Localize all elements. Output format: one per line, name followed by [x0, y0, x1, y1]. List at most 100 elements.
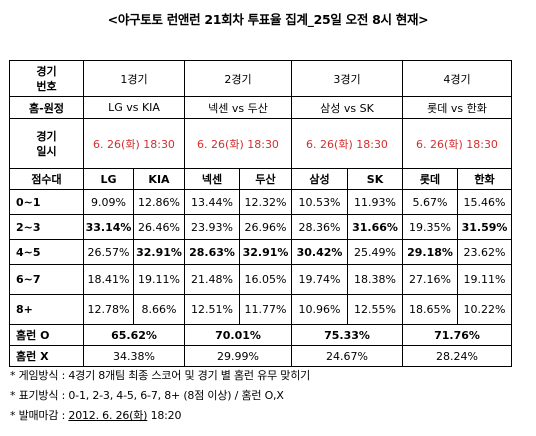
match-row: 홈-원정 LG vs KIA 넥센 vs 두산 삼성 vs SK 롯데 vs 한화	[9, 96, 512, 119]
vote-rate-cell: 26.57%	[83, 239, 134, 265]
match-cell: LG vs KIA	[83, 96, 185, 119]
note-notation: * 표기방식 : 0-1, 2-3, 4-5, 6-7, 8+ (8점 이상) …	[10, 389, 284, 402]
homerun-o-cell: 70.01%	[184, 324, 292, 346]
team-header: SK	[347, 168, 403, 190]
vote-rate-cell: 18.41%	[83, 264, 134, 295]
homerun-x-label: 홈런 X	[9, 345, 84, 367]
note-deadline-time: 18:20	[147, 409, 182, 422]
vote-rate-cell: 18.38%	[347, 264, 403, 295]
vote-rate-cell: 33.14%	[83, 214, 134, 240]
vote-rate-cell: 10.22%	[457, 294, 512, 325]
score-range-label: 6~7	[9, 264, 84, 295]
team-header: LG	[83, 168, 134, 190]
score-range-header: 점수대	[9, 168, 84, 190]
page-title: <야구토토 런앤런 21회차 투표율 집계_25일 오전 8시 현재>	[107, 12, 429, 27]
vote-rate-cell: 29.18%	[402, 239, 458, 265]
homerun-o-label: 홈런 O	[9, 324, 84, 346]
match-cell: 삼성 vs SK	[291, 96, 403, 119]
vote-rate-cell: 28.63%	[184, 239, 240, 265]
game-header: 3경기	[291, 60, 403, 97]
score-header-row: 점수대 LG KIA 넥센 두산 삼성 SK 롯데 한화	[9, 168, 512, 190]
vote-rate-cell: 19.11%	[133, 264, 185, 295]
date-label-text: 경기 일시	[36, 129, 57, 158]
vote-rate-cell: 19.35%	[402, 214, 458, 240]
score-range-label: 0~1	[9, 189, 84, 215]
date-cell: 6. 26(화) 18:30	[402, 118, 512, 169]
vote-rate-table: 경기 번호 1경기 2경기 3경기 4경기 홈-원정 LG vs KIA 넥센 vs 두산 삼성…	[9, 60, 512, 367]
score-range-label: 8+	[9, 294, 84, 325]
score-row: 4~5 26.57% 32.91% 28.63% 32.91% 30.42% 25.49% 2…	[9, 239, 512, 265]
vote-rate-cell: 11.77%	[239, 294, 292, 325]
note-deadline: * 발매마감 : 2012. 6. 26(화) 18:20	[10, 406, 310, 426]
vote-rate-cell: 12.51%	[184, 294, 240, 325]
team-header: 롯데	[402, 168, 458, 190]
notes: * 게임방식 : 4경기 8개팀 최종 스코어 및 경기 별 홈런 유무 맞히기…	[10, 366, 310, 426]
score-row: 8+ 12.78% 8.66% 12.51% 11.77% 10.96% 12.55% 18.…	[9, 294, 512, 325]
homerun-x-cell: 34.38%	[83, 345, 185, 367]
date-row: 경기 일시 6. 26(화) 18:30 6. 26(화) 18:30 6. 26(화…	[9, 118, 512, 169]
score-range-label: 4~5	[9, 239, 84, 265]
vote-rate-cell: 12.55%	[347, 294, 403, 325]
vote-rate-cell: 28.36%	[291, 214, 348, 240]
game-number-header-label: 경기 번호	[36, 64, 57, 93]
note-game-method: * 게임방식 : 4경기 8개팀 최종 스코어 및 경기 별 홈런 유무 맞히기	[10, 369, 311, 382]
score-row: 6~7 18.41% 19.11% 21.48% 16.05% 19.74% 18.38% 2…	[9, 264, 512, 295]
vote-rate-cell: 10.96%	[291, 294, 348, 325]
homerun-o-cell: 71.76%	[402, 324, 512, 346]
homerun-x-cell: 24.67%	[291, 345, 403, 367]
vote-rate-cell: 27.16%	[402, 264, 458, 295]
game-header: 1경기	[83, 60, 185, 97]
game-header: 4경기	[402, 60, 512, 97]
score-range-label: 2~3	[9, 214, 84, 240]
note-deadline-date: 2012. 6. 26(화)	[68, 409, 148, 422]
vote-rate-cell: 18.65%	[402, 294, 458, 325]
team-header: 두산	[239, 168, 292, 190]
vote-rate-cell: 12.86%	[133, 189, 185, 215]
vote-rate-cell: 25.49%	[347, 239, 403, 265]
vote-rate-cell: 30.42%	[291, 239, 348, 265]
match-label: 홈-원정	[9, 96, 84, 119]
vote-rate-cell: 31.66%	[347, 214, 403, 240]
vote-rate-cell: 5.67%	[402, 189, 458, 215]
vote-rate-cell: 31.59%	[457, 214, 512, 240]
vote-rate-cell: 9.09%	[83, 189, 134, 215]
vote-rate-cell: 23.93%	[184, 214, 240, 240]
vote-rate-cell: 19.11%	[457, 264, 512, 295]
vote-rate-cell: 12.32%	[239, 189, 292, 215]
vote-rate-cell: 8.66%	[133, 294, 185, 325]
vote-rate-cell: 32.91%	[133, 239, 185, 265]
score-row: 0~1 9.09% 12.86% 13.44% 12.32% 10.53% 11.93% 5.…	[9, 189, 512, 215]
vote-rate-cell: 23.62%	[457, 239, 512, 265]
date-label: 경기 일시	[9, 118, 84, 169]
match-cell: 롯데 vs 한화	[402, 96, 512, 119]
homerun-o-cell: 75.33%	[291, 324, 403, 346]
team-header: 넥센	[184, 168, 240, 190]
vote-rate-cell: 26.96%	[239, 214, 292, 240]
homerun-o-row: 홈런 O 65.62% 70.01% 75.33% 71.76%	[9, 324, 512, 346]
note-deadline-prefix: * 발매마감 :	[10, 409, 69, 422]
date-cell: 6. 26(화) 18:30	[184, 118, 292, 169]
vote-rate-cell: 15.46%	[457, 189, 512, 215]
vote-rate-cell: 16.05%	[239, 264, 292, 295]
homerun-x-cell: 28.24%	[402, 345, 512, 367]
vote-rate-cell: 11.93%	[347, 189, 403, 215]
game-header: 2경기	[184, 60, 292, 97]
score-row: 2~3 33.14% 26.46% 23.93% 26.96% 28.36% 31.66% 1…	[9, 214, 512, 240]
header-row: 경기 번호 1경기 2경기 3경기 4경기	[9, 60, 512, 97]
game-number-header: 경기 번호	[9, 60, 84, 97]
vote-rate-cell: 21.48%	[184, 264, 240, 295]
vote-rate-cell: 32.91%	[239, 239, 292, 265]
homerun-x-cell: 29.99%	[184, 345, 292, 367]
vote-rate-cell: 10.53%	[291, 189, 348, 215]
homerun-x-row: 홈런 X 34.38% 29.99% 24.67% 28.24%	[9, 345, 512, 367]
team-header: 삼성	[291, 168, 348, 190]
team-header: 한화	[457, 168, 512, 190]
vote-rate-cell: 26.46%	[133, 214, 185, 240]
vote-rate-cell: 19.74%	[291, 264, 348, 295]
date-cell: 6. 26(화) 18:30	[291, 118, 403, 169]
team-header: KIA	[133, 168, 185, 190]
vote-rate-cell: 12.78%	[83, 294, 134, 325]
homerun-o-cell: 65.62%	[83, 324, 185, 346]
vote-rate-cell: 13.44%	[184, 189, 240, 215]
date-cell: 6. 26(화) 18:30	[83, 118, 185, 169]
